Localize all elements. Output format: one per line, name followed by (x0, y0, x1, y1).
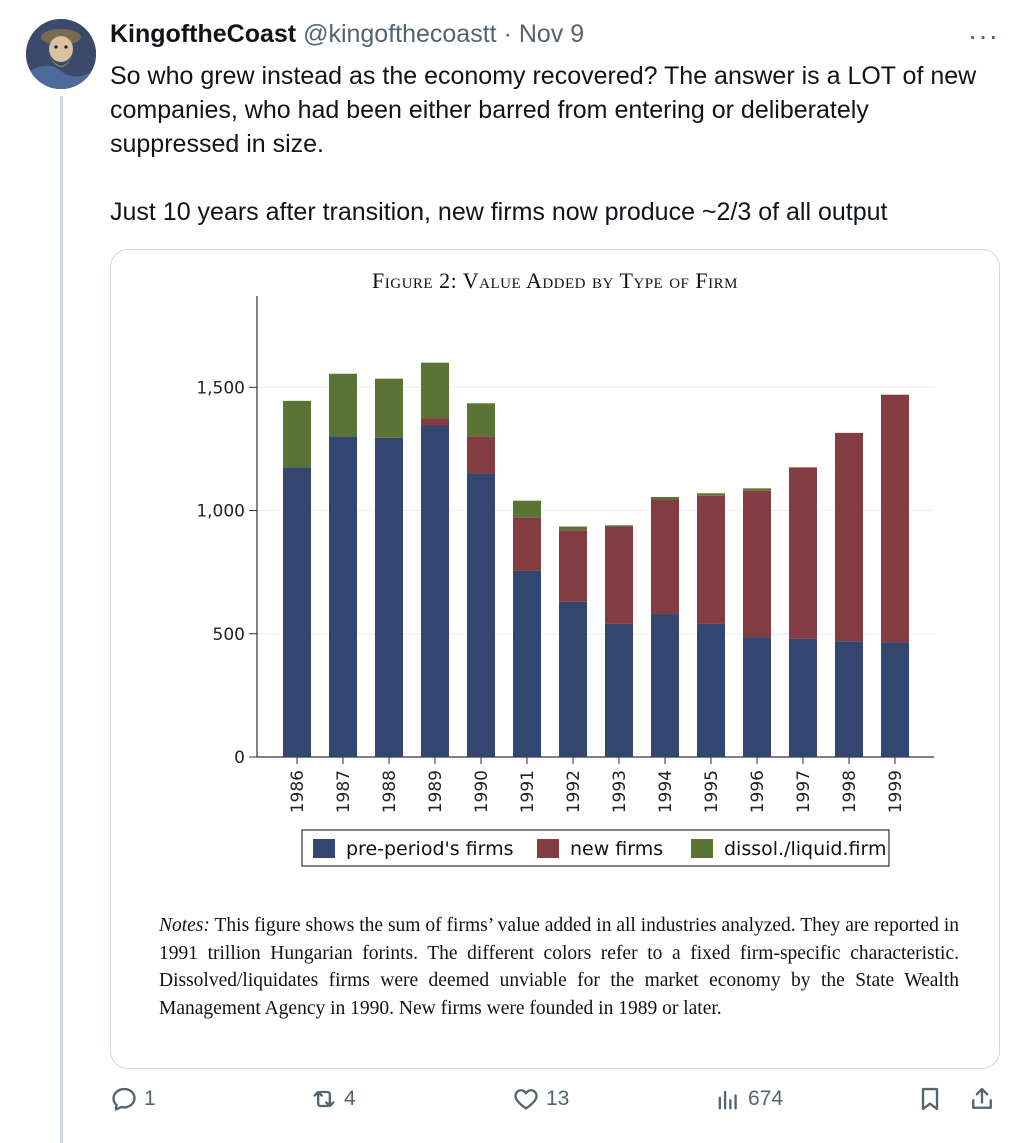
legend-swatch (537, 839, 559, 858)
bar-segment (881, 642, 909, 757)
header-separator: · (503, 20, 512, 48)
bar-segment (467, 403, 495, 437)
x-tick-label: 1987 (334, 770, 354, 813)
bar-segment (789, 467, 817, 639)
bar-segment (513, 500, 541, 518)
views-count: 674 (748, 1087, 784, 1110)
share-icon (972, 1087, 992, 1109)
share-button[interactable] (968, 1085, 996, 1113)
heart-icon (514, 1089, 538, 1110)
bar-segment (559, 601, 587, 757)
legend-box (301, 829, 890, 867)
bar-segment (743, 490, 771, 638)
y-tick-label: 1,000 (196, 502, 245, 522)
x-tick-label: 1986 (288, 770, 308, 813)
bar-segment (605, 525, 633, 527)
bar-segment (421, 362, 449, 419)
bar-segment (835, 432, 863, 642)
bar-segment (329, 373, 357, 437)
bar-segment (651, 499, 679, 615)
bar-segment (881, 394, 909, 643)
bar-segment (743, 637, 771, 757)
bar-segment (789, 638, 817, 757)
bar-segment (559, 526, 587, 531)
notes-text: This figure shows the sum of firms’ valu… (159, 915, 959, 1019)
author-handle[interactable]: @kingofthecoastt (303, 20, 497, 48)
tweet-header: KingoftheCoast @kingofthecoastt · Nov 9 (110, 20, 584, 49)
like-button[interactable]: 13 (512, 1085, 569, 1113)
views-icon (718, 1090, 737, 1110)
bar-segment (605, 623, 633, 757)
bar-segment (421, 418, 449, 426)
bar-segment (743, 488, 771, 491)
figure-notes: Notes: This figure shows the sum of firm… (159, 912, 959, 1022)
bar-segment (559, 530, 587, 602)
legend-swatch (313, 839, 335, 858)
thread-line (60, 96, 63, 1143)
more-options-button[interactable]: ··· (968, 20, 999, 51)
bar-segment (375, 437, 403, 757)
x-tick-label: 1988 (380, 770, 400, 813)
bar-segment (467, 436, 495, 474)
tweet-text-paragraph: Just 10 years after transition, new firm… (110, 198, 888, 226)
bar-segment (283, 467, 311, 757)
author-name[interactable]: KingoftheCoast (110, 20, 297, 48)
bar-segment (329, 436, 357, 757)
bar-segment (421, 425, 449, 757)
bar-segment (835, 641, 863, 757)
x-tick-label: 1994 (656, 770, 676, 813)
avatar[interactable] (26, 19, 96, 89)
like-count: 13 (546, 1087, 570, 1110)
bar-segment (697, 623, 725, 757)
legend-label: pre-period's firms (346, 838, 514, 860)
bar-segment (513, 570, 541, 757)
bar-segment (697, 495, 725, 624)
x-tick-label: 1993 (610, 770, 630, 813)
x-tick-label: 1999 (886, 770, 906, 813)
figure-title: Figure 2: Value Added by Type of Firm (372, 268, 738, 293)
bar-segment (467, 473, 495, 757)
reply-button[interactable]: 1 (110, 1085, 156, 1113)
bookmark-icon (921, 1087, 939, 1111)
tweet-date[interactable]: Nov 9 (518, 20, 585, 48)
bar-segment (605, 526, 633, 624)
tweet-actions: 1 4 13 674 (0, 1085, 1026, 1129)
x-tick-label: 1992 (564, 770, 584, 813)
tweet-text: So who grew instead as the economy recov… (110, 59, 990, 229)
x-tick-label: 1990 (472, 770, 492, 813)
bar-segment (651, 496, 679, 500)
x-tick-label: 1991 (518, 770, 538, 813)
y-tick-label: 500 (213, 625, 245, 645)
media-card[interactable]: Figure 2: Value Added by Type of Firm 0 5… (110, 249, 1000, 1069)
avatar-image (26, 19, 96, 89)
notes-label: Notes: (159, 915, 210, 936)
views-button[interactable]: 674 (714, 1085, 783, 1113)
bar-segment (697, 493, 725, 496)
legend-label: dissol./liquid.firm (724, 838, 886, 860)
bookmark-button[interactable] (916, 1085, 944, 1113)
y-tick-label: 0 (234, 748, 245, 768)
x-tick-label: 1989 (426, 770, 446, 813)
reply-count: 1 (144, 1087, 156, 1110)
bar-segment (283, 400, 311, 468)
legend-swatch (691, 839, 713, 858)
bar-segment (375, 378, 403, 438)
reply-icon (112, 1087, 136, 1111)
stacked-bar-chart: 0 500 1,000 1,500 1986 1987 1988 1989 1990 1991 19… (196, 296, 934, 867)
retweet-button[interactable]: 4 (310, 1085, 356, 1113)
bar-segment (651, 614, 679, 757)
legend-label: new firms (570, 838, 663, 860)
retweet-icon (313, 1090, 335, 1108)
x-tick-label: 1996 (748, 770, 768, 813)
x-tick-label: 1997 (794, 770, 814, 813)
y-tick-label: 1,500 (196, 378, 245, 398)
x-tick-label: 1995 (702, 770, 722, 813)
retweet-count: 4 (344, 1087, 356, 1110)
bar-segment (513, 517, 541, 571)
tweet-text-paragraph: So who grew instead as the economy recov… (110, 62, 977, 158)
x-tick-label: 1998 (840, 770, 860, 813)
